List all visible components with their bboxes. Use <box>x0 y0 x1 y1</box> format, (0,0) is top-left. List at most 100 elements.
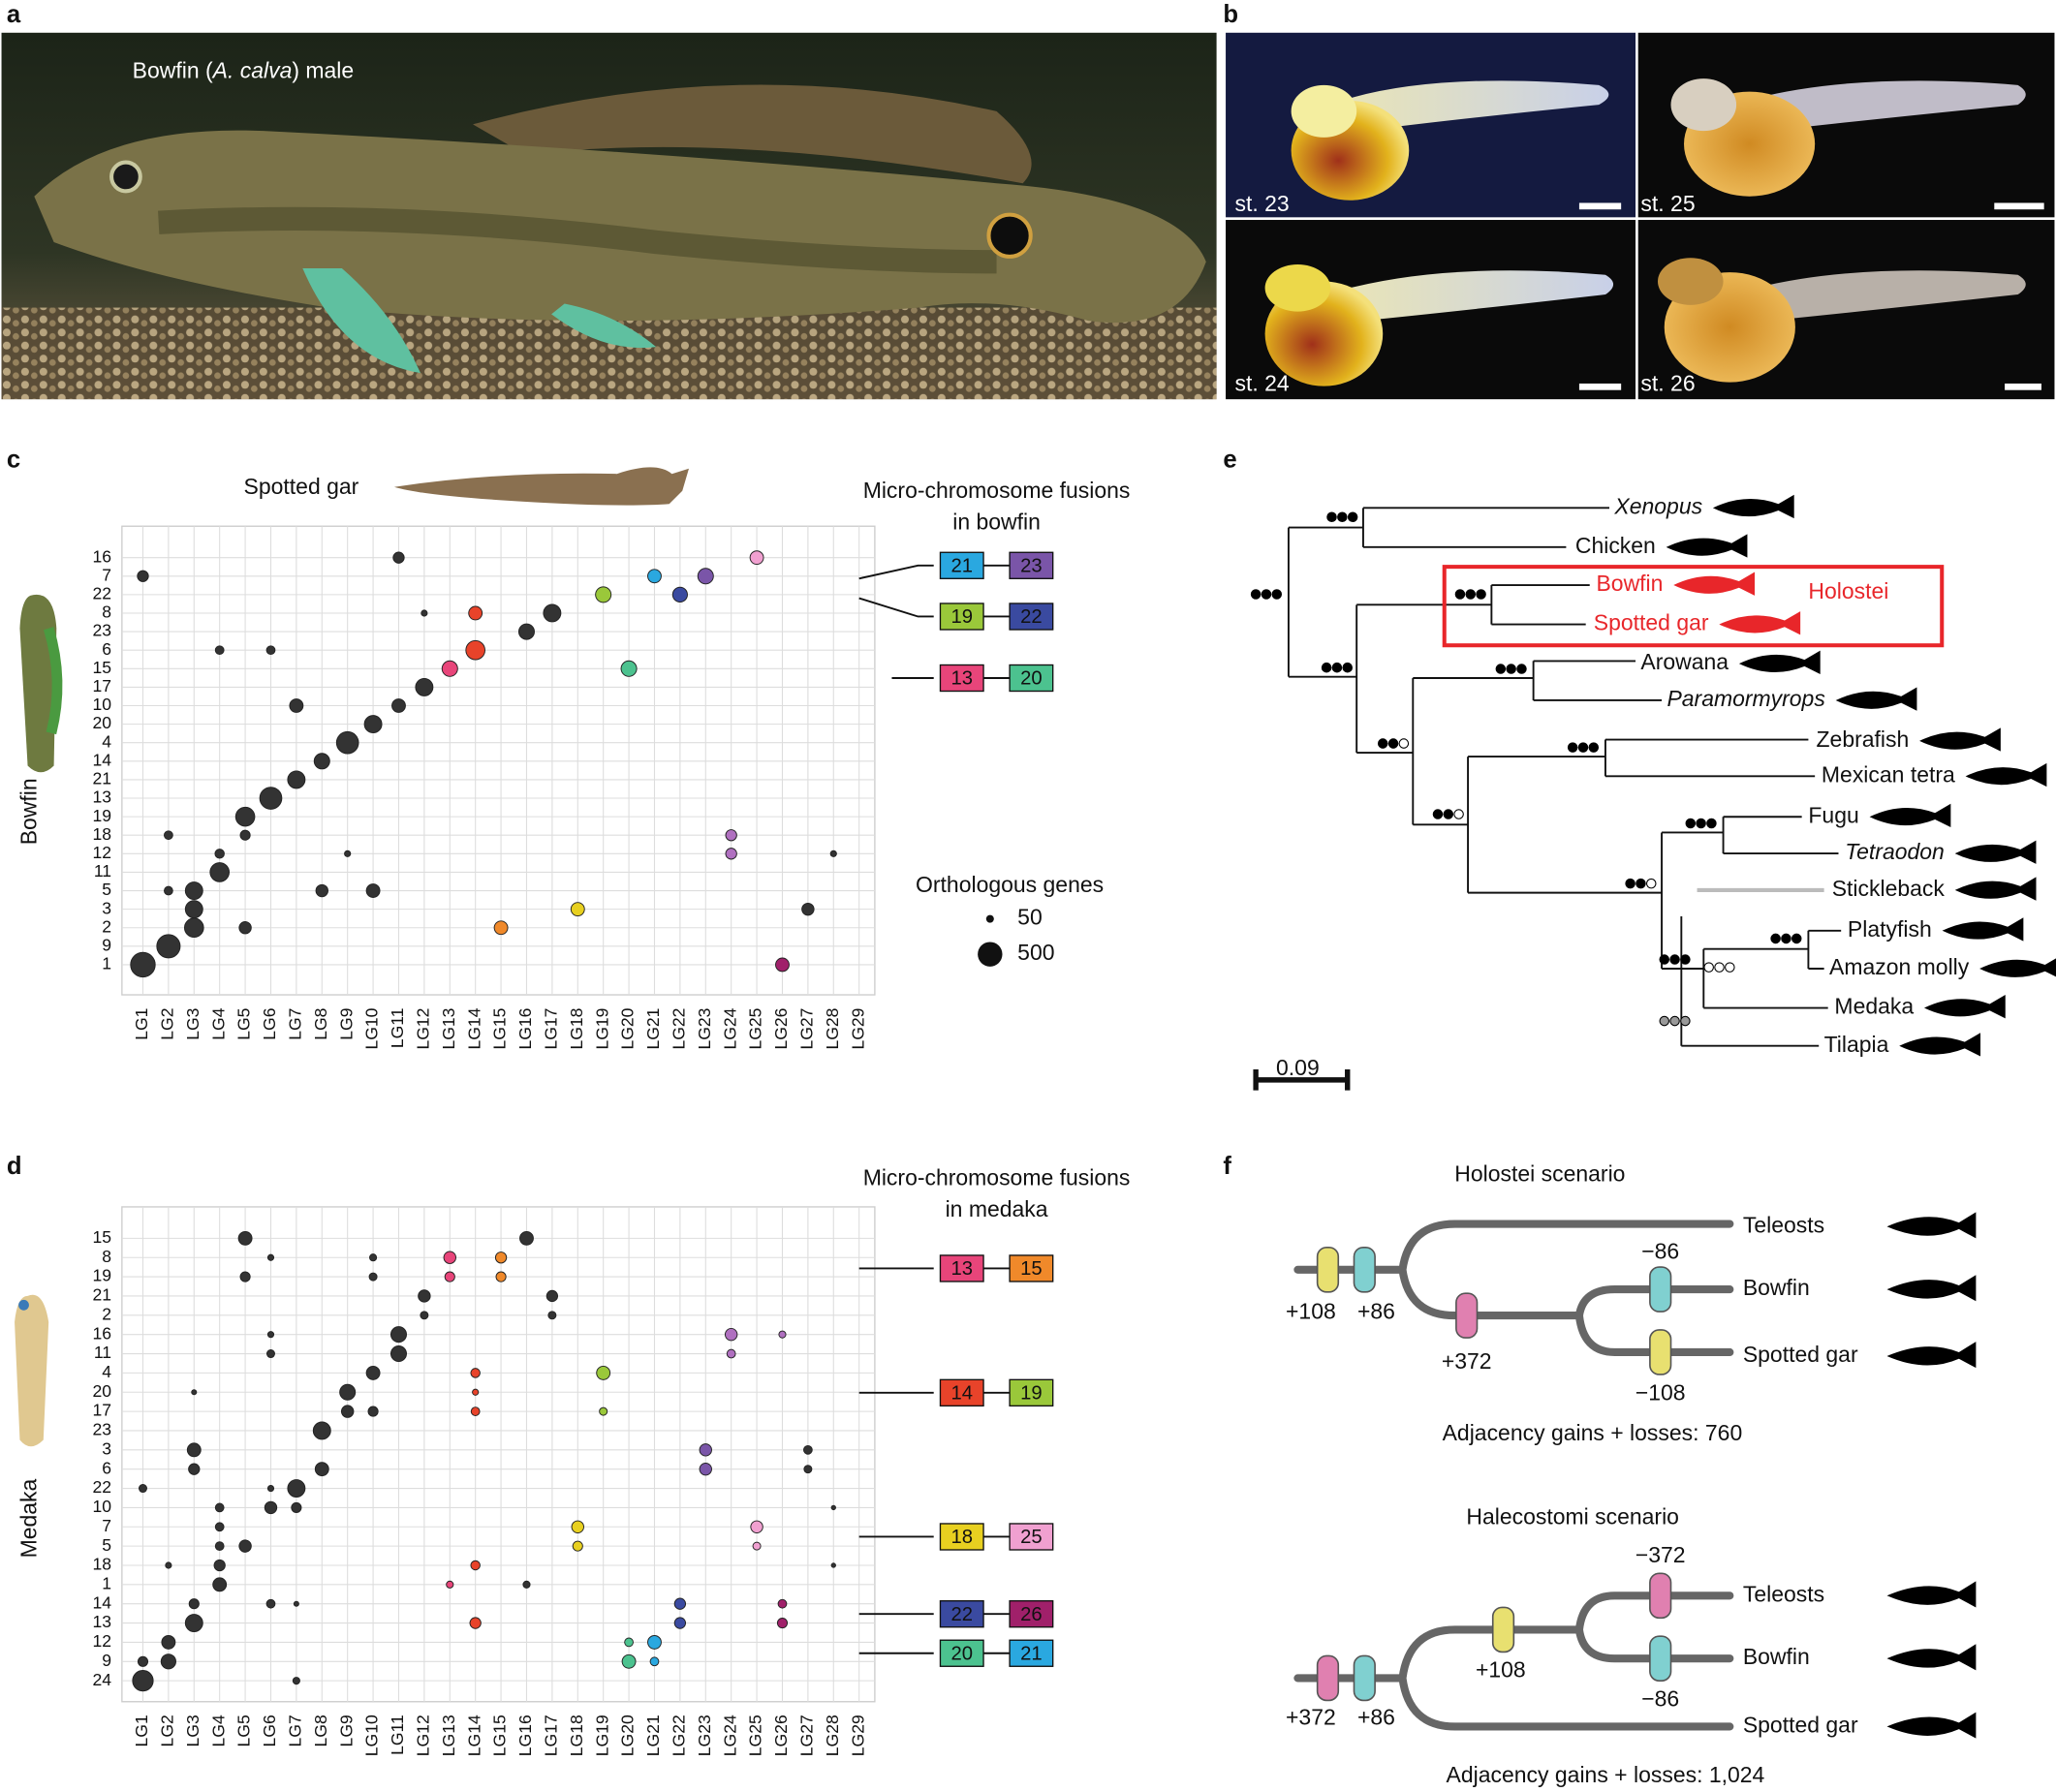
x-tick-label: LG1 <box>132 1715 151 1746</box>
x-tick-label: LG2 <box>158 1008 177 1040</box>
x-tick-label: LG20 <box>618 1715 638 1756</box>
x-tick-label: LG5 <box>234 1715 254 1746</box>
dot <box>184 1614 203 1633</box>
legend-dot <box>985 914 994 923</box>
x-tick-label: LG12 <box>414 1008 433 1050</box>
dot <box>495 1271 507 1282</box>
y-tick-label: 8 <box>102 602 111 622</box>
species-silhouette <box>1886 1275 1977 1302</box>
y-tick-label: 21 <box>93 769 112 788</box>
dot <box>238 921 252 935</box>
event-marker <box>1353 1654 1376 1702</box>
fusion-label: 25 <box>1020 1527 1043 1548</box>
panel-label: c <box>7 446 20 473</box>
fusion-label: 19 <box>1020 1383 1043 1405</box>
y-tick-label: 1 <box>102 1573 111 1592</box>
y-tick-label: 2 <box>102 916 111 936</box>
dot <box>750 1520 763 1533</box>
dot <box>830 1562 836 1568</box>
y-tick-label: 18 <box>93 824 112 844</box>
fusion-box <box>939 1378 984 1407</box>
embryo-photos <box>1226 32 2055 400</box>
panel-label: b <box>1223 1 1238 28</box>
y-tick-label: 24 <box>93 1670 112 1689</box>
species-silhouette <box>1886 1712 1977 1739</box>
dot <box>392 551 405 564</box>
event-label: −108 <box>1635 1379 1686 1405</box>
dot <box>266 1331 275 1339</box>
y-tick-label: 6 <box>102 639 111 659</box>
tip-label: Spotted gar <box>1743 1712 1858 1737</box>
dot <box>699 1462 712 1476</box>
x-tick-label: LG19 <box>592 1008 611 1050</box>
x-tick-label: LG5 <box>234 1007 254 1039</box>
fusion-label: 20 <box>950 1643 973 1664</box>
dot <box>264 1500 278 1515</box>
dot <box>468 605 483 621</box>
dot <box>725 848 737 860</box>
x-tick-label: LG1 <box>132 1008 151 1040</box>
species-silhouette <box>1942 917 2024 942</box>
event-marker <box>1649 1266 1672 1313</box>
x-tick-label: LG3 <box>183 1715 202 1746</box>
y-tick-label: 19 <box>93 1266 112 1285</box>
stage-label: st. 26 <box>1640 370 1695 395</box>
dot <box>369 1253 378 1262</box>
stage-label: st. 24 <box>1235 370 1290 395</box>
dot <box>673 1597 687 1610</box>
dot <box>164 830 173 841</box>
y-tick-label: 7 <box>102 565 111 584</box>
dot <box>164 885 173 896</box>
x-tick-label: LG10 <box>362 1007 382 1049</box>
dot <box>470 1406 481 1416</box>
caption-text: ) male <box>292 57 354 82</box>
dot <box>522 1580 531 1589</box>
dot <box>363 715 383 734</box>
dot <box>547 1311 557 1320</box>
x-tick-label: LG10 <box>362 1715 382 1756</box>
fusion-title: Micro-chromosome fusions <box>863 1165 1131 1190</box>
y-tick-label: 5 <box>102 1535 111 1555</box>
x-tick-label: LG28 <box>823 1715 842 1756</box>
y-tick-label: 10 <box>93 1497 112 1516</box>
photo-caption: Bowfin (A. calva) male <box>133 57 355 82</box>
dot <box>724 1327 738 1342</box>
dot <box>778 1330 787 1339</box>
x-tick-label: LG6 <box>260 1008 279 1040</box>
dot <box>519 1230 534 1246</box>
dot <box>213 1559 226 1572</box>
species-silhouette <box>1886 1644 1977 1671</box>
dot <box>572 1540 583 1552</box>
species-silhouette <box>1719 611 1801 635</box>
x-tick-label: LG27 <box>797 1715 817 1756</box>
dot <box>212 1577 228 1592</box>
fusion-box <box>939 1254 984 1282</box>
x-tick-label: LG16 <box>515 1008 535 1050</box>
dot <box>418 1289 431 1303</box>
panel-label: d <box>7 1153 22 1180</box>
dot <box>340 1405 355 1418</box>
dot <box>545 1289 559 1303</box>
dot <box>803 1444 813 1455</box>
scenario-title: Halecostomi scenario <box>1466 1504 1679 1529</box>
y-tick-label: 16 <box>93 546 112 566</box>
taxon-label: Paramormyrops <box>1667 686 1825 711</box>
species-silhouette <box>1886 1342 1977 1369</box>
dot <box>339 1383 357 1401</box>
species-silhouette <box>1886 1581 1977 1608</box>
dot <box>239 829 251 841</box>
dot <box>368 1272 378 1282</box>
x-tick-label: LG9 <box>336 1715 356 1746</box>
x-tick-label: LG25 <box>746 1007 765 1049</box>
dot <box>234 806 256 827</box>
taxon-label: Chicken <box>1575 533 1656 558</box>
dot <box>365 883 381 898</box>
y-tick-label: 13 <box>93 1612 112 1631</box>
y-tick-label: 14 <box>93 1592 112 1612</box>
legend-label: 500 <box>1017 940 1054 965</box>
fusion-box <box>1009 602 1054 631</box>
dot <box>214 1502 225 1513</box>
y-tick-label: 4 <box>102 1362 111 1381</box>
fusion-box <box>1009 551 1054 579</box>
dot <box>188 1598 200 1610</box>
